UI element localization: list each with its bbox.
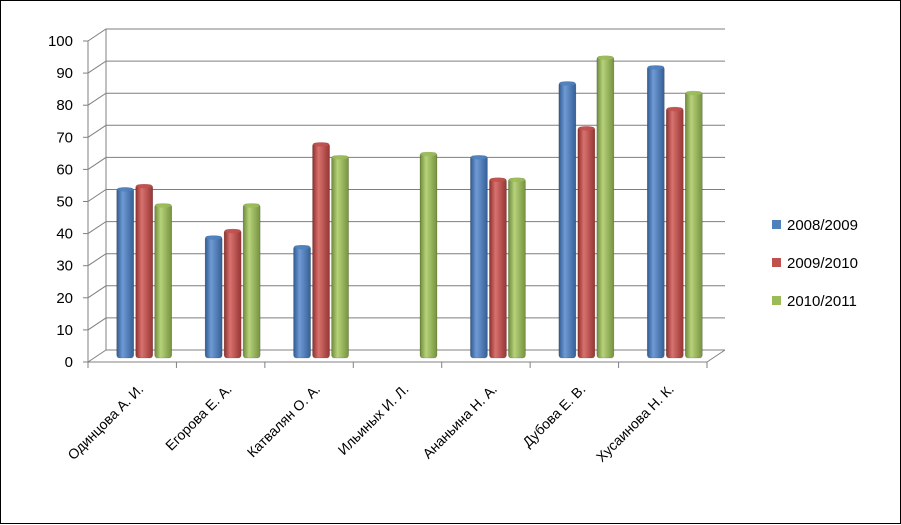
legend-label: 2009/2010 <box>787 255 858 272</box>
legend-label: 2008/2009 <box>787 217 858 234</box>
y-tick-label: 100 <box>48 33 73 50</box>
y-tick-label: 40 <box>56 226 73 243</box>
bar-top <box>647 65 664 70</box>
x-tick-label: Ильиных И. Л. <box>335 381 412 458</box>
gridline <box>87 92 725 106</box>
bar <box>577 126 596 359</box>
y-tick-label: 70 <box>56 129 73 146</box>
legend-swatch <box>772 258 781 267</box>
bar-top <box>578 126 595 131</box>
gridline <box>87 317 725 331</box>
bar <box>684 91 703 359</box>
y-tick-label: 30 <box>56 258 73 275</box>
y-tick-label: 0 <box>65 354 73 371</box>
bar-top <box>420 151 437 157</box>
bar-top <box>136 183 153 189</box>
legend: 2008/2009 2009/2010 2010/2011 <box>772 217 858 310</box>
gridline <box>87 28 725 42</box>
bar <box>293 245 311 359</box>
bar <box>646 65 665 359</box>
y-tick-label: 80 <box>56 97 73 114</box>
grid-lines <box>87 28 725 363</box>
x-tick-label: Егорова Е. А. <box>162 381 235 454</box>
gridline <box>87 285 725 299</box>
bar-top <box>597 55 614 60</box>
y-tick-label: 10 <box>56 322 73 339</box>
bar-top <box>470 155 487 160</box>
bar <box>204 235 223 359</box>
gridline <box>87 60 725 74</box>
bar <box>154 203 173 359</box>
bar <box>665 107 684 359</box>
bar <box>419 152 438 359</box>
bar <box>489 177 507 359</box>
bar-top <box>332 155 349 160</box>
x-tick-label: Хусаинова Н. К. <box>593 381 677 465</box>
bar <box>470 155 488 359</box>
gridline <box>87 189 725 202</box>
floor-right-edge <box>706 349 726 363</box>
x-tick-label: Ананьина Н. А. <box>419 381 500 462</box>
y-axis-ticks: 0 10 20 30 40 50 60 70 80 90 100 <box>48 33 88 371</box>
gridline <box>87 156 725 170</box>
x-tick-label: Одинцова А. И. <box>64 381 146 463</box>
bar-top <box>313 142 330 147</box>
gridline <box>87 124 725 138</box>
gridline <box>87 253 725 267</box>
bar <box>596 55 615 359</box>
legend-label: 2010/2011 <box>787 293 857 310</box>
gridline <box>87 349 107 363</box>
x-axis-ticks: Одинцова А. И. Егорова Е. А. Катвалян О. А… <box>64 362 708 465</box>
x-tick-label: Катвалян О. А. <box>244 381 323 460</box>
y-tick-label: 60 <box>56 161 73 178</box>
bar-top <box>489 177 506 182</box>
bar-top <box>155 203 172 208</box>
bar-top <box>559 81 576 86</box>
y-tick-label: 90 <box>56 65 73 82</box>
bar-top <box>666 106 683 112</box>
gridline <box>87 221 725 235</box>
legend-swatch <box>772 220 781 229</box>
bar <box>331 155 349 359</box>
bar <box>508 177 526 359</box>
bar <box>312 142 330 359</box>
bar-top <box>224 228 241 234</box>
bar-top <box>294 244 311 250</box>
y-tick-label: 20 <box>56 290 73 307</box>
bar <box>116 187 135 359</box>
bar-top <box>685 90 702 96</box>
bar <box>223 229 242 359</box>
bars <box>116 55 703 359</box>
chart-walls <box>87 29 726 363</box>
bar <box>135 184 154 359</box>
bar-top <box>117 187 134 192</box>
x-tick-label: Дубова Е. В. <box>519 381 588 450</box>
legend-swatch <box>772 296 781 305</box>
bar-top <box>243 203 260 208</box>
bar <box>242 203 261 359</box>
bar <box>558 81 577 359</box>
y-tick-label: 50 <box>56 194 73 211</box>
bar-top <box>205 235 222 240</box>
bar-top <box>508 177 525 182</box>
